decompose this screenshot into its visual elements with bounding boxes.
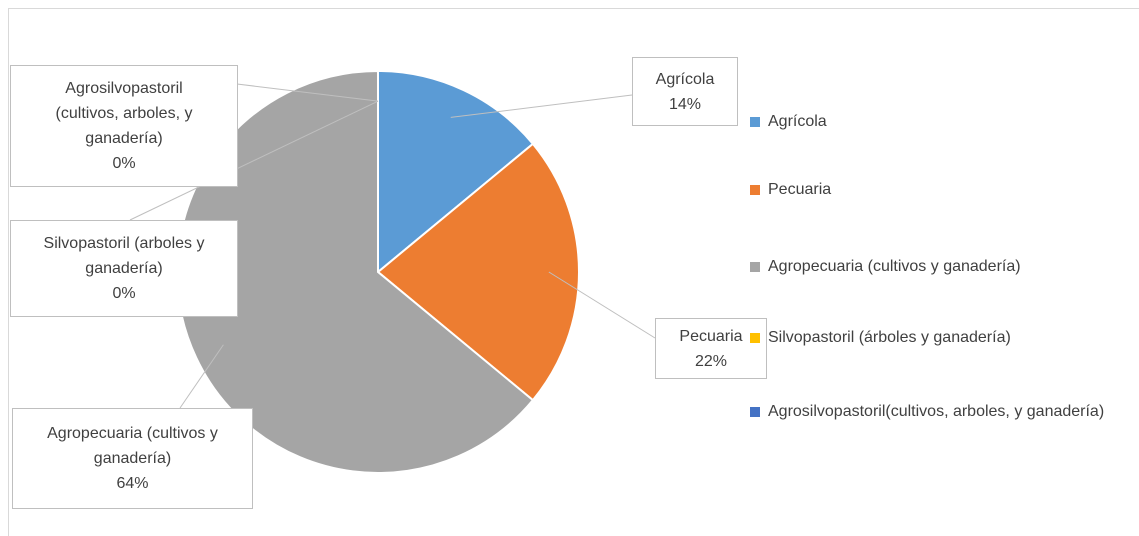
legend-label: Agropecuaria (cultivos y ganadería): [768, 258, 1021, 275]
data-label-value: 0%: [112, 155, 136, 172]
legend-swatch: [750, 262, 760, 272]
legend-swatch: [750, 407, 760, 417]
pie-slice: [176, 69, 535, 474]
pie-slice: [376, 142, 580, 402]
legend-label: Silvopastoril (árboles y ganadería): [768, 329, 1011, 346]
leader-line: [179, 344, 224, 409]
data-label-value: 0%: [112, 285, 136, 302]
legend-swatch: [750, 333, 760, 343]
leader-line: [450, 94, 633, 118]
legend-label: Agrícola: [768, 113, 827, 130]
data-label-name: Pecuaria: [679, 327, 743, 345]
legend-swatch: [750, 117, 760, 127]
pie-slice: [377, 69, 535, 275]
data-label-value: 64%: [116, 475, 149, 492]
data-label: Agrosilvopastoril (cultivos, arboles, y …: [10, 65, 238, 187]
leader-line: [236, 83, 379, 102]
data-label-name: Agropecuaria (cultivos y ganadería): [47, 425, 218, 467]
legend-label: Agrosilvopastoril(cultivos, arboles, y g…: [768, 403, 1105, 420]
data-label: Pecuaria 22%: [655, 318, 767, 379]
legend-swatch: [750, 185, 760, 195]
data-label-value: 22%: [694, 352, 728, 370]
data-label-name: Agrícola: [655, 70, 715, 88]
data-label: Silvopastoril (arboles y ganadería) 0%: [10, 220, 238, 317]
data-label-name: Agrosilvopastoril (cultivos, arboles, y …: [55, 80, 193, 147]
legend-label: Pecuaria: [768, 181, 832, 198]
data-label: Agropecuaria (cultivos y ganadería) 64%: [12, 408, 253, 509]
leader-line: [548, 271, 656, 339]
chart-frame: [8, 8, 1139, 536]
data-label: Agrícola 14%: [632, 57, 738, 126]
data-label-name: Silvopastoril (arboles y ganadería): [43, 235, 205, 277]
data-label-value: 14%: [668, 95, 702, 113]
leader-line: [129, 100, 379, 221]
